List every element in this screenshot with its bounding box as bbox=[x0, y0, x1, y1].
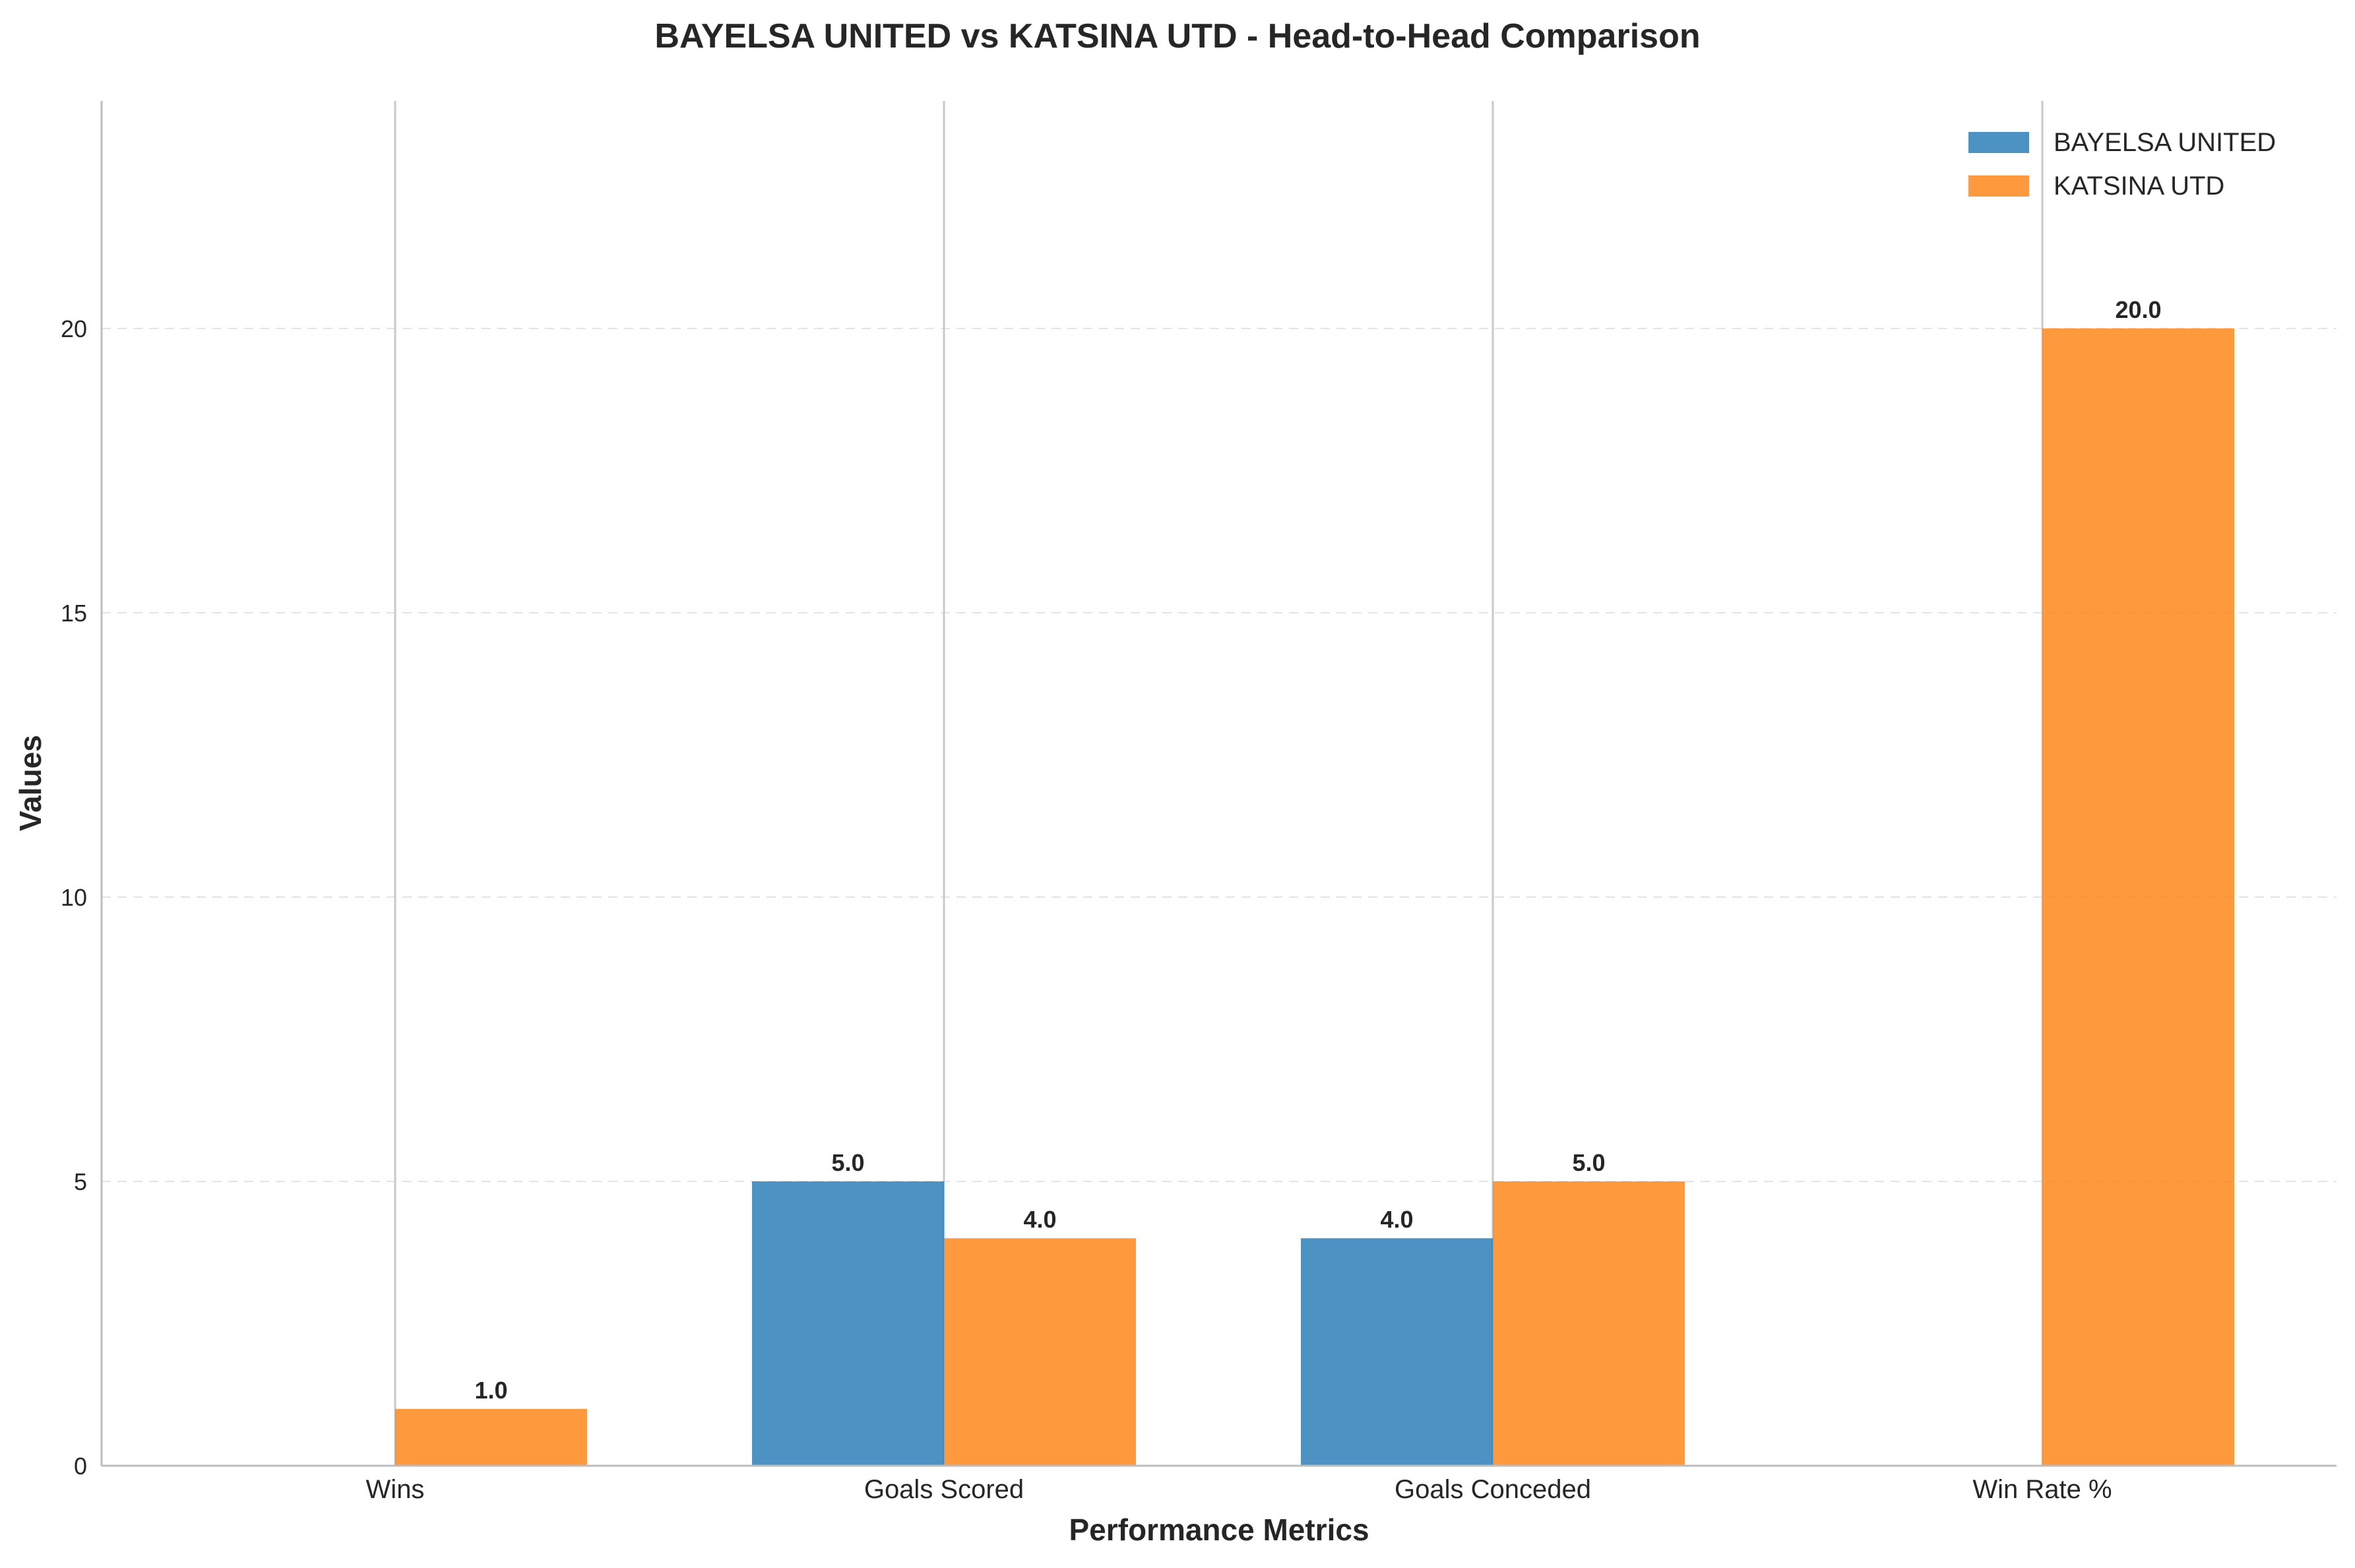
axes-layer bbox=[100, 101, 2337, 1467]
data-label: 4.0 bbox=[1023, 1206, 1056, 1233]
legend-swatch bbox=[1968, 132, 2029, 153]
chart-title: BAYELSA UNITED vs KATSINA UTD - Head-to-… bbox=[654, 17, 1700, 55]
x-tick-label: Goals Scored bbox=[864, 1475, 1024, 1504]
bar bbox=[1301, 1238, 1493, 1466]
y-tick-label: 0 bbox=[74, 1453, 87, 1480]
bar bbox=[395, 1408, 587, 1466]
y-axis-label: Values bbox=[13, 735, 47, 831]
y-tick-label: 20 bbox=[61, 315, 87, 342]
data-label: 5.0 bbox=[831, 1149, 864, 1176]
ticks-layer: 0 5 10 15 20 Wins Goals Scored Goals Conceded Wi… bbox=[61, 315, 2112, 1504]
bar bbox=[2042, 328, 2234, 1466]
x-tick-label: Wins bbox=[366, 1475, 425, 1504]
y-tick-label: 5 bbox=[74, 1168, 87, 1195]
data-label: 1.0 bbox=[474, 1377, 507, 1404]
labels-layer: 5.0 4.0 1.0 4.0 5.0 20.0 bbox=[474, 296, 2161, 1404]
bar bbox=[944, 1238, 1136, 1466]
y-tick-label: 10 bbox=[61, 884, 87, 911]
y-tick-label: 15 bbox=[61, 600, 87, 627]
data-label: 20.0 bbox=[2115, 296, 2161, 323]
legend-label: BAYELSA UNITED bbox=[2054, 128, 2276, 157]
legend: BAYELSA UNITED KATSINA UTD bbox=[1968, 128, 2276, 201]
x-tick-label: Win Rate % bbox=[1972, 1475, 2112, 1504]
x-tick-label: Goals Conceded bbox=[1395, 1475, 1591, 1504]
legend-swatch bbox=[1968, 175, 2029, 197]
x-axis-label: Performance Metrics bbox=[1069, 1513, 1369, 1547]
data-label: 5.0 bbox=[1572, 1149, 1605, 1176]
legend-label: KATSINA UTD bbox=[2054, 172, 2224, 201]
grid-layer bbox=[102, 101, 2337, 1466]
bar bbox=[752, 1181, 944, 1466]
bars-layer bbox=[395, 328, 2234, 1466]
data-label: 4.0 bbox=[1380, 1206, 1413, 1233]
bar bbox=[1493, 1181, 1685, 1466]
